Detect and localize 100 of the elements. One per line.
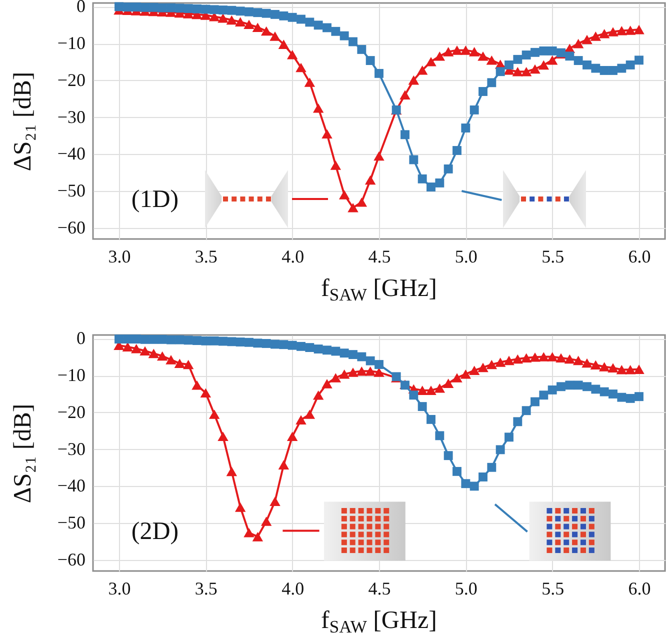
- y-tick-label: 0: [76, 328, 86, 348]
- point: [348, 368, 358, 377]
- point: [218, 13, 228, 23]
- x-tick-label: 5.5: [542, 246, 564, 266]
- point: [626, 394, 635, 403]
- point: [286, 432, 298, 442]
- y-tick-label: −60: [57, 217, 86, 238]
- point: [548, 385, 557, 394]
- point: [156, 351, 168, 361]
- point: [252, 22, 264, 32]
- point: [530, 352, 540, 362]
- point: [546, 56, 558, 65]
- point: [322, 129, 332, 139]
- point: [452, 146, 462, 155]
- point: [574, 56, 583, 65]
- point: [270, 32, 280, 41]
- point: [296, 415, 306, 424]
- point: [600, 66, 609, 75]
- point: [149, 2, 158, 12]
- point: [201, 336, 210, 346]
- point: [348, 203, 358, 212]
- point: [624, 365, 636, 374]
- point: [364, 366, 376, 376]
- point: [504, 60, 514, 70]
- point: [175, 335, 184, 344]
- point: [158, 3, 167, 12]
- y-tick-label: −40: [57, 476, 86, 496]
- point: [218, 432, 228, 442]
- y-axis-title: ΔS₂₁ [dB]: [9, 404, 36, 504]
- point: [304, 410, 316, 419]
- point: [426, 414, 436, 424]
- point: [520, 66, 532, 76]
- point: [279, 11, 288, 20]
- point: [538, 352, 550, 362]
- point: [590, 360, 602, 370]
- point: [478, 362, 488, 372]
- point: [270, 496, 280, 506]
- point: [435, 431, 444, 440]
- point: [426, 56, 436, 66]
- point: [210, 336, 219, 346]
- x-tick-label: 4.5: [368, 578, 391, 598]
- point: [582, 382, 592, 392]
- point: [582, 60, 592, 70]
- point: [608, 390, 618, 398]
- point: [468, 366, 480, 376]
- point: [591, 384, 600, 394]
- point: [556, 353, 566, 363]
- point: [400, 130, 410, 140]
- point: [166, 355, 176, 364]
- point: [234, 502, 246, 512]
- point: [234, 17, 246, 26]
- point: [513, 417, 522, 426]
- point: [617, 64, 626, 73]
- point: [548, 46, 557, 56]
- point: [331, 346, 340, 356]
- point: [512, 66, 524, 76]
- point: [244, 20, 254, 30]
- x-tick-label: 3.5: [194, 246, 218, 266]
- point: [260, 26, 272, 36]
- x-tick-label: 4.0: [282, 246, 304, 266]
- y-tick-label: −30: [57, 438, 86, 459]
- x-tick-label: 5.5: [542, 578, 564, 598]
- point: [244, 528, 254, 538]
- point: [182, 360, 194, 370]
- point: [513, 54, 522, 64]
- point: [504, 356, 514, 366]
- point: [312, 390, 324, 400]
- point: [148, 348, 160, 358]
- point: [530, 48, 540, 57]
- point: [546, 352, 558, 362]
- point: [357, 352, 366, 362]
- point: [418, 402, 427, 412]
- y-tick-label: −10: [57, 365, 86, 386]
- point: [634, 392, 644, 402]
- point: [364, 175, 376, 185]
- point: [598, 362, 610, 372]
- point: [539, 46, 548, 56]
- point: [435, 178, 444, 188]
- point: [374, 368, 384, 377]
- point: [434, 51, 446, 61]
- point: [114, 334, 124, 344]
- point: [123, 334, 132, 344]
- annotation: (2D): [131, 518, 179, 545]
- point: [166, 335, 176, 344]
- point: [331, 26, 340, 36]
- point: [338, 190, 350, 200]
- point: [236, 6, 245, 16]
- point: [408, 75, 420, 85]
- point: [244, 338, 254, 347]
- point: [624, 26, 636, 35]
- x-tick-label: 5.0: [454, 578, 478, 598]
- point: [409, 155, 418, 164]
- point: [278, 460, 290, 470]
- point: [590, 32, 602, 41]
- point: [330, 373, 342, 382]
- point: [522, 406, 531, 416]
- point: [253, 338, 262, 348]
- point: [340, 31, 349, 40]
- point: [538, 60, 550, 70]
- point: [200, 388, 212, 398]
